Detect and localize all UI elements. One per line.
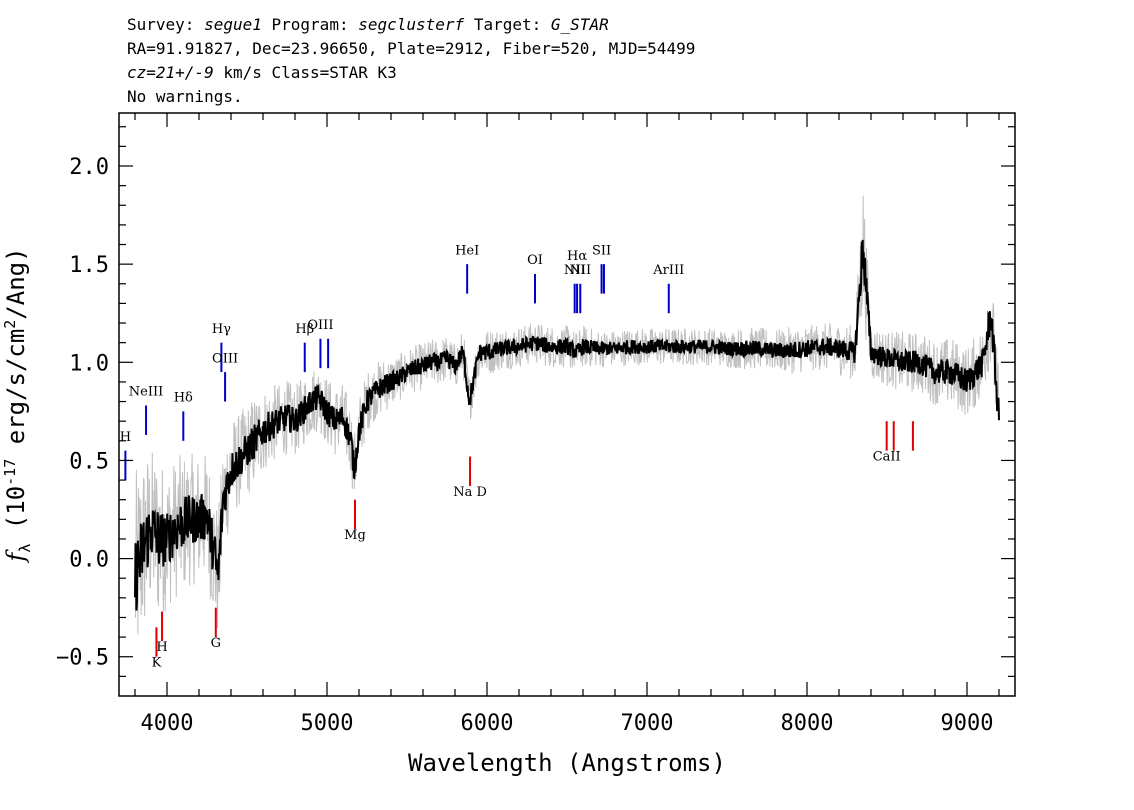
marker-label: Hα [567,249,587,264]
program-value: segclusterf [358,15,465,34]
flux-layer [134,239,1000,611]
cz-value: cz=21+/-9 [127,63,214,82]
target-label: Target: [473,15,542,34]
marker-label: Hγ [212,322,231,337]
header-line-coords: RA=91.91827, Dec=23.96650, Plate=2912, F… [127,39,696,58]
marker-label: NII [569,263,591,278]
cz-class: km/s Class=STAR K3 [213,63,397,82]
target-value: G_STAR [550,15,609,34]
marker-label: NeIII [129,385,163,400]
marker-label: H [120,430,131,445]
x-tick-label: 4000 [141,711,194,736]
noise-series-line [134,195,1000,635]
flux-series-line [134,239,1000,611]
marker-label: H [156,640,167,655]
y-tick-label: −0.5 [56,646,109,671]
x-tick-label: 7000 [621,711,674,736]
spectrum-header: Survey: segue1 Program: segclusterf Targ… [127,13,695,109]
y-tick-label: 1.0 [69,351,109,376]
marker-label: K [152,656,162,671]
marker-label: OIII [307,318,333,333]
marker-label: NII [564,263,586,278]
marker-label: Na D [453,485,487,500]
header-line-warnings: No warnings. [127,87,243,106]
marker-label: CaII [873,449,901,464]
marker-label: Hδ [174,391,193,406]
x-tick-label: 5000 [301,711,354,736]
marker-label: HeI [455,243,479,258]
marker-label: SII [592,243,611,258]
tick-layer: 4000 5000 6000 7000 8000 9000 −0.5 0.0 0.5 1.0 1.5… [56,113,1015,736]
y-axis-label: fλ (10-17 erg/s/cm2/Ang) [1,247,34,563]
y-tick-label: 2.0 [69,155,109,180]
survey-value: segue1 [204,15,262,34]
marker-label: Mg [344,528,366,543]
marker-label: OI [527,253,543,268]
marker-label: Hβ [295,322,314,337]
plot-frame [118,112,1016,697]
program-label: Program: [271,15,349,34]
marker-label: G [211,636,221,651]
noise-layer [134,195,1000,635]
marker-label: ArIII [652,263,684,278]
header-line-cz: cz=21+/-9 km/s Class=STAR K3 [127,61,695,85]
y-tick-label: 0.5 [69,449,109,474]
header-line-survey: Survey: segue1 Program: segclusterf Targ… [127,13,695,37]
y-tick-label: 0.0 [69,548,109,573]
x-tick-label: 9000 [941,711,994,736]
x-axis-label: Wavelength (Angstroms) [408,749,726,777]
survey-label: Survey: [127,15,195,34]
x-tick-label: 8000 [781,711,834,736]
marker-label: OIII [212,351,238,366]
x-tick-label: 6000 [461,711,514,736]
y-tick-label: 1.5 [69,253,109,278]
